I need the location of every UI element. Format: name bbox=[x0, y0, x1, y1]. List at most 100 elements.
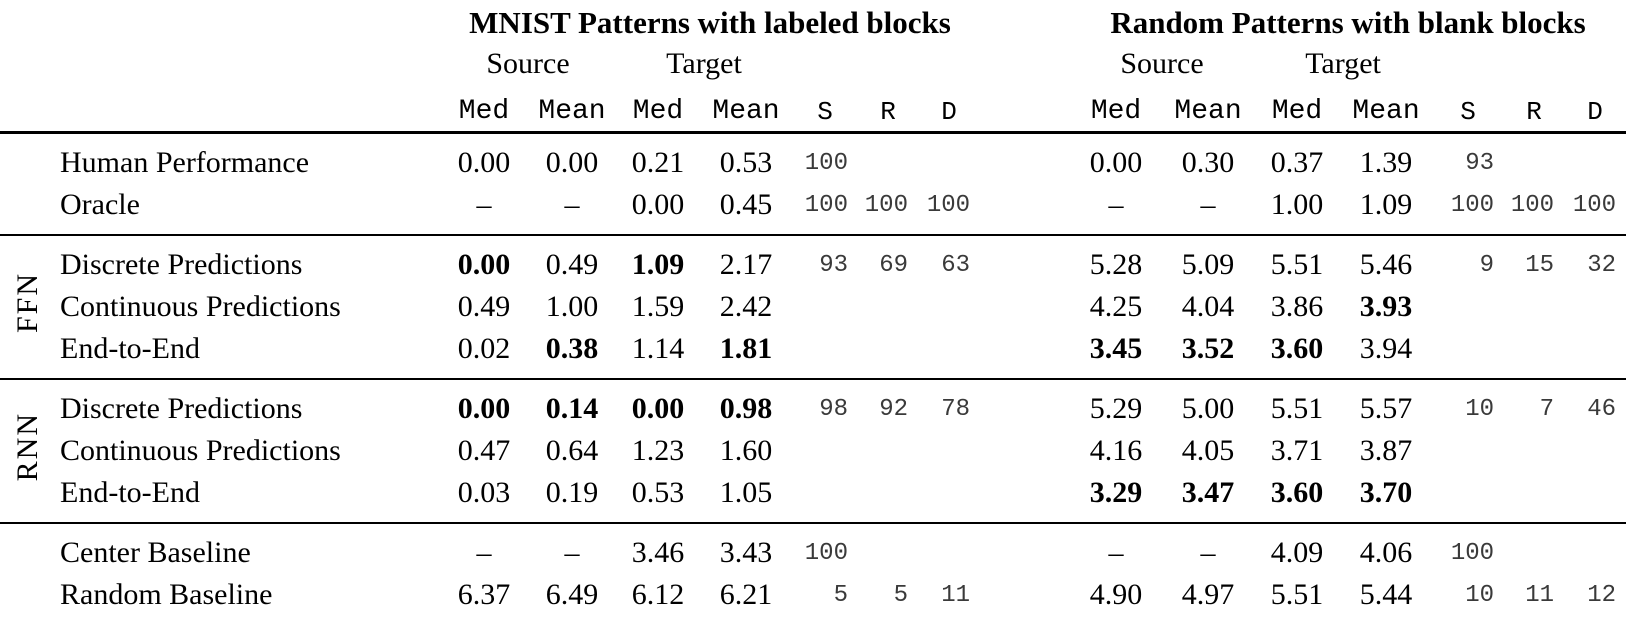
table-row: Continuous Predictions 0.49 1.00 1.59 2.42 4.… bbox=[0, 286, 1626, 328]
table-row: Center Baseline – – 3.46 3.43 100 – – 4.09 4.06 10… bbox=[0, 523, 1626, 574]
srd-cell: 100 bbox=[1510, 191, 1555, 219]
value-cell: – bbox=[1108, 188, 1124, 221]
value-cell: 0.53 bbox=[719, 146, 773, 179]
value-cell: – bbox=[1108, 536, 1124, 569]
row-label: Continuous Predictions bbox=[60, 434, 341, 467]
srd-cell bbox=[918, 523, 980, 574]
srd-cell: 11 bbox=[941, 581, 971, 609]
value-cell: 0.49 bbox=[545, 248, 599, 281]
group-gap bbox=[980, 430, 1070, 472]
section-0: Human Performance 0.00 0.00 0.21 0.53 100 0.00… bbox=[0, 132, 1626, 236]
value-cell: 3.47 bbox=[1181, 476, 1235, 509]
srd-cell: 10 bbox=[1465, 581, 1495, 609]
value-cell: 0.00 bbox=[457, 392, 511, 425]
group-title-row: MNIST Patterns with labeled blocks Rando… bbox=[0, 2, 1626, 44]
srd-cell bbox=[858, 430, 918, 472]
col-header-mean: Mean bbox=[712, 96, 780, 127]
srd-cell: 100 bbox=[1572, 191, 1617, 219]
srd-cell bbox=[858, 472, 918, 523]
spacer bbox=[1432, 44, 1626, 84]
section-label-empty bbox=[0, 523, 56, 623]
source-target-row: Source Target Source Target bbox=[0, 44, 1626, 84]
value-cell: 1.14 bbox=[631, 332, 685, 365]
srd-cell: 100 bbox=[926, 191, 971, 219]
srd-cell: 100 bbox=[804, 539, 848, 567]
source-header-left: Source bbox=[486, 47, 570, 80]
value-cell: 0.37 bbox=[1270, 146, 1324, 179]
value-cell: 6.12 bbox=[631, 578, 685, 611]
value-cell: 5.29 bbox=[1089, 392, 1143, 425]
srd-cell bbox=[1504, 430, 1564, 472]
srd-cell: 15 bbox=[1525, 251, 1555, 279]
group-gap bbox=[980, 472, 1070, 523]
value-cell: 3.70 bbox=[1359, 476, 1413, 509]
table-header: MNIST Patterns with labeled blocks Rando… bbox=[0, 2, 1626, 133]
value-cell: 4.06 bbox=[1359, 536, 1413, 569]
value-cell: 0.30 bbox=[1181, 146, 1235, 179]
value-cell: 3.60 bbox=[1270, 332, 1324, 365]
value-cell: 5.44 bbox=[1359, 578, 1413, 611]
value-cell: 2.17 bbox=[719, 248, 773, 281]
section-rnn: RNN Discrete Predictions 0.00 0.14 0.00 0.98 9… bbox=[0, 379, 1626, 523]
group-gap bbox=[980, 84, 1070, 133]
value-cell: 1.60 bbox=[719, 434, 773, 467]
value-cell: 0.14 bbox=[545, 392, 599, 425]
value-cell: 4.09 bbox=[1270, 536, 1324, 569]
row-label: Center Baseline bbox=[60, 536, 251, 569]
srd-cell: 7 bbox=[1539, 395, 1555, 423]
col-header-d: D bbox=[941, 97, 957, 127]
column-header-row: Med Mean Med Mean S R D Med Mean Med Mea… bbox=[0, 84, 1626, 133]
srd-cell bbox=[1564, 328, 1626, 379]
value-cell: 0.02 bbox=[457, 332, 511, 365]
group-title-mnist: MNIST Patterns with labeled blocks bbox=[469, 5, 951, 40]
value-cell: 0.00 bbox=[457, 146, 511, 179]
value-cell: 0.47 bbox=[457, 434, 511, 467]
value-cell: 3.86 bbox=[1270, 290, 1324, 323]
group-gap bbox=[980, 44, 1070, 84]
value-cell: 3.46 bbox=[631, 536, 685, 569]
srd-cell bbox=[1432, 328, 1504, 379]
srd-cell: 69 bbox=[879, 251, 908, 279]
value-cell: – bbox=[476, 188, 492, 221]
table-row: Oracle – – 0.00 0.45 100 100 100 – – 1.00 1.09 100 10… bbox=[0, 184, 1626, 235]
srd-cell: 5 bbox=[833, 581, 848, 609]
table-row: Random Baseline 6.37 6.49 6.12 6.21 5 5 11 4.90 4… bbox=[0, 574, 1626, 623]
group-title-random: Random Patterns with blank blocks bbox=[1110, 5, 1586, 40]
section-ffn: FFN Discrete Predictions 0.00 0.49 1.09 2.17 9… bbox=[0, 235, 1626, 379]
srd-cell bbox=[1564, 133, 1626, 185]
value-cell: 1.23 bbox=[631, 434, 685, 467]
srd-cell bbox=[1432, 286, 1504, 328]
value-cell: 3.71 bbox=[1270, 434, 1324, 467]
srd-cell: 93 bbox=[1465, 149, 1495, 177]
col-header-r: R bbox=[880, 97, 896, 127]
srd-cell bbox=[858, 523, 918, 574]
section-label-text: FFN bbox=[11, 272, 44, 334]
value-cell: 4.90 bbox=[1089, 578, 1143, 611]
table-row: End-to-End 0.03 0.19 0.53 1.05 3.29 3.47 3.60 3.… bbox=[0, 472, 1626, 523]
value-cell: 1.09 bbox=[631, 248, 685, 281]
srd-cell: 100 bbox=[864, 191, 908, 219]
table-row: FFN Discrete Predictions 0.00 0.49 1.09 2.17 9… bbox=[0, 235, 1626, 334]
srd-cell: 63 bbox=[941, 251, 971, 279]
srd-cell: 100 bbox=[1450, 191, 1495, 219]
srd-cell: 46 bbox=[1587, 395, 1617, 423]
srd-cell: 11 bbox=[1525, 581, 1555, 609]
value-cell: 6.49 bbox=[545, 578, 599, 611]
group-gap bbox=[980, 328, 1070, 379]
section-label-rnn: RNN bbox=[0, 379, 56, 523]
srd-cell: 32 bbox=[1587, 251, 1617, 279]
srd-cell bbox=[858, 133, 918, 185]
row-label: Continuous Predictions bbox=[60, 290, 341, 323]
srd-cell: 92 bbox=[879, 395, 908, 423]
value-cell: 4.25 bbox=[1089, 290, 1143, 323]
srd-cell bbox=[918, 328, 980, 379]
col-header-med: Med bbox=[1090, 96, 1142, 127]
row-label: Random Baseline bbox=[60, 578, 273, 611]
value-cell: 3.43 bbox=[719, 536, 773, 569]
group-gap bbox=[980, 574, 1070, 623]
value-cell: 3.87 bbox=[1359, 434, 1413, 467]
value-cell: 4.16 bbox=[1089, 434, 1143, 467]
srd-cell: 100 bbox=[804, 149, 848, 177]
srd-cell: 100 bbox=[1450, 539, 1495, 567]
corner-spacer bbox=[0, 2, 440, 44]
